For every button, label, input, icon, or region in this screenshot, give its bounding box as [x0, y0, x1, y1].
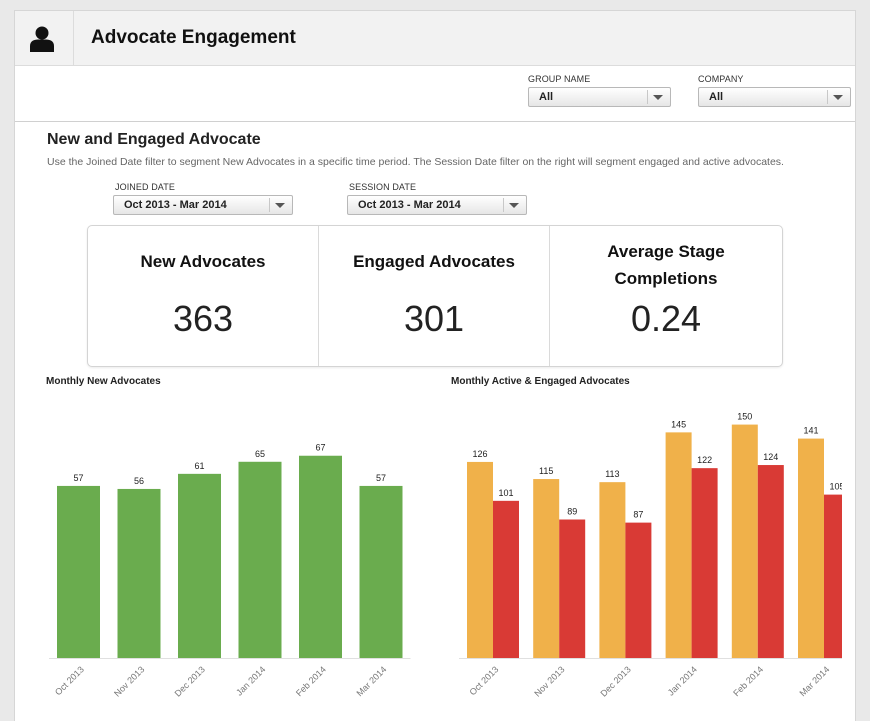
dashboard-panel: Advocate Engagement GROUP NAME All COMPA… [14, 10, 856, 721]
kpi-label: Engaged Advocates [353, 252, 515, 271]
data-label: 56 [134, 476, 144, 486]
bar [178, 473, 221, 658]
session-date-label: SESSION DATE [349, 182, 417, 192]
data-label: 122 [697, 455, 712, 465]
dropdown-separator [827, 90, 828, 104]
x-tick-label: Nov 2013 [112, 664, 146, 698]
bar [599, 482, 626, 658]
chart-title-new-advocates: Monthly New Advocates [46, 376, 161, 387]
group-name-label: GROUP NAME [528, 74, 591, 84]
header-icon-cell [15, 11, 74, 65]
bar [798, 438, 824, 658]
data-label: 101 [498, 488, 513, 498]
page-title: Advocate Engagement [91, 27, 296, 48]
dashboard-header: Advocate Engagement [15, 11, 855, 66]
bar [665, 432, 692, 658]
x-tick-label: Dec 2013 [173, 664, 207, 698]
dropdown-separator [503, 198, 504, 212]
bar [359, 485, 403, 658]
bar [493, 500, 519, 658]
x-tick-label: Oct 2013 [53, 664, 86, 697]
dropdown-separator [647, 90, 648, 104]
kpi-value: 0.24 [630, 298, 702, 339]
bar [299, 455, 342, 658]
x-tick-label: Feb 2014 [731, 664, 765, 698]
joined-date-value: Oct 2013 - Mar 2014 [124, 199, 227, 211]
dropdown-separator [269, 198, 270, 212]
data-label: 57 [376, 473, 386, 483]
x-tick-label: Dec 2013 [598, 664, 632, 698]
bar [559, 519, 586, 658]
session-date-dropdown[interactable]: Oct 2013 - Mar 2014 [347, 195, 527, 215]
x-tick-label: Feb 2014 [294, 664, 328, 698]
bar [117, 488, 161, 658]
joined-date-dropdown[interactable]: Oct 2013 - Mar 2014 [113, 195, 293, 215]
data-label: 113 [605, 469, 619, 479]
data-label: 141 [803, 426, 818, 436]
x-tick-label: Jan 2014 [234, 664, 267, 697]
data-label: 150 [737, 412, 752, 422]
section-title: New and Engaged Advocate [47, 131, 261, 148]
bar [238, 461, 282, 658]
data-label: 145 [671, 419, 686, 429]
kpi-value: 363 [172, 298, 234, 339]
data-label: 61 [194, 461, 204, 471]
kpi-label: New Advocates [140, 252, 266, 271]
bar [57, 485, 100, 658]
data-label: 124 [763, 452, 778, 462]
bar [691, 468, 718, 658]
data-label: 67 [315, 443, 325, 453]
x-tick-label: Mar 2014 [797, 664, 831, 698]
x-tick-label: Mar 2014 [354, 664, 388, 698]
kpi-label: Average Stage Completions [607, 242, 725, 288]
user-icon [30, 26, 54, 52]
session-date-value: Oct 2013 - Mar 2014 [358, 199, 461, 211]
group-name-dropdown[interactable]: All [528, 87, 671, 107]
chevron-down-icon[interactable] [275, 203, 285, 208]
bar [625, 522, 652, 658]
data-label: 115 [539, 466, 553, 476]
bar [467, 461, 493, 658]
chevron-down-icon[interactable] [833, 95, 843, 100]
kpi-new-advocates: New Advocates 363 [88, 226, 318, 366]
company-dropdown[interactable]: All [698, 87, 851, 107]
chart-monthly-active-engaged: 126 101 Oct 2013 115 89 Nov 2013 113 87 Dec 2013… [459, 412, 842, 699]
company-value: All [709, 91, 724, 103]
data-label: 89 [567, 507, 577, 517]
bar [824, 494, 842, 658]
kpi-value: 301 [403, 298, 465, 339]
kpi-engaged-advocates: Engaged Advocates 301 [318, 226, 549, 366]
chevron-down-icon[interactable] [653, 95, 663, 100]
section-description: Use the Joined Date filter to segment Ne… [47, 156, 784, 168]
kpi-summary-box: New Advocates 363 Engaged Advocates 301 … [87, 225, 783, 367]
chart-monthly-new-advocates: 57 Oct 2013 56 Nov 2013 61 Dec 2013 65 Jan 2014… [49, 443, 411, 699]
section-divider [15, 121, 855, 122]
x-tick-label: Oct 2013 [468, 664, 501, 697]
x-tick-label: Jan 2014 [666, 664, 699, 697]
bar [757, 465, 784, 658]
chart-title-active-engaged: Monthly Active & Engaged Advocates [451, 376, 630, 387]
kpi-average-stage-completions: Average Stage Completions 0.24 [549, 226, 782, 366]
data-label: 105 [829, 482, 842, 492]
bar [731, 424, 758, 658]
joined-date-label: JOINED DATE [115, 182, 175, 192]
data-label: 57 [73, 473, 83, 483]
data-label: 87 [633, 510, 643, 520]
x-tick-label: Nov 2013 [532, 664, 566, 698]
chevron-down-icon[interactable] [509, 203, 519, 208]
company-label: COMPANY [698, 74, 744, 84]
group-name-value: All [539, 91, 554, 103]
data-label: 65 [255, 449, 265, 459]
data-label: 126 [472, 449, 487, 459]
bar [533, 479, 560, 658]
